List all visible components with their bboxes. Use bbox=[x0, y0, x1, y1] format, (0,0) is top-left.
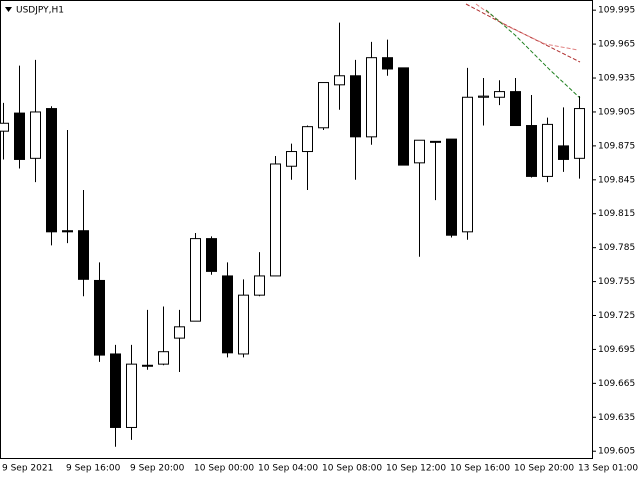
indicator-lines bbox=[465, 3, 581, 99]
y-tick-label: 109.755 bbox=[598, 277, 635, 287]
candle-body bbox=[94, 279, 105, 356]
candle-body bbox=[558, 145, 569, 160]
candle-body bbox=[478, 95, 489, 98]
candle-body bbox=[270, 163, 281, 277]
candle-body bbox=[174, 326, 185, 339]
candle-body bbox=[510, 91, 521, 127]
candle-body bbox=[0, 122, 9, 132]
x-tick-label: 9 Sep 16:00 bbox=[66, 464, 121, 474]
candle-body bbox=[350, 75, 361, 138]
y-tick-label: 109.845 bbox=[598, 175, 635, 185]
candle-body bbox=[126, 363, 137, 428]
candle-body bbox=[142, 364, 153, 367]
candle-body bbox=[494, 91, 505, 98]
x-tick-label: 10 Sep 00:00 bbox=[194, 464, 254, 474]
y-tick-label: 109.965 bbox=[598, 40, 635, 50]
y-tick-label: 109.665 bbox=[598, 379, 635, 389]
y-tick-label: 109.815 bbox=[598, 209, 635, 219]
candle-body bbox=[206, 238, 217, 272]
candle-body bbox=[526, 125, 537, 177]
menu-triangle bbox=[5, 7, 12, 12]
candle-body bbox=[78, 230, 89, 280]
candle-body bbox=[14, 112, 25, 160]
y-tick-label: 109.995 bbox=[598, 6, 635, 16]
candle-body bbox=[318, 82, 329, 129]
candle-body bbox=[430, 140, 441, 143]
y-tick-label: 109.635 bbox=[598, 413, 635, 423]
indicator-line bbox=[465, 3, 581, 63]
candle-body bbox=[446, 138, 457, 236]
x-tick-label: 13 Sep 01:00 bbox=[578, 464, 638, 474]
x-tick-label: 9 Sep 2021 bbox=[2, 464, 53, 474]
y-tick-label: 109.785 bbox=[598, 243, 635, 253]
candle-body bbox=[238, 294, 249, 355]
x-tick-label: 10 Sep 04:00 bbox=[258, 464, 318, 474]
x-tick-label: 10 Sep 12:00 bbox=[386, 464, 446, 474]
y-tick-label: 109.935 bbox=[598, 74, 635, 84]
x-tick-label: 10 Sep 20:00 bbox=[514, 464, 574, 474]
candle-body bbox=[366, 57, 377, 138]
candle-body bbox=[46, 108, 57, 233]
candle-body bbox=[462, 96, 473, 233]
x-tick-label: 10 Sep 16:00 bbox=[450, 464, 510, 474]
candle-body bbox=[542, 123, 553, 177]
y-tick-label: 109.725 bbox=[598, 311, 635, 321]
y-tick-label: 109.905 bbox=[598, 107, 635, 117]
y-tick-label: 109.605 bbox=[598, 447, 635, 457]
candle-body bbox=[30, 111, 41, 159]
candle-body bbox=[574, 108, 585, 159]
candle-body bbox=[190, 238, 201, 322]
y-tick-label: 109.875 bbox=[598, 141, 635, 151]
candle-body bbox=[398, 67, 409, 166]
candle-body bbox=[254, 275, 265, 296]
indicator-line bbox=[475, 3, 579, 51]
candle-body bbox=[62, 230, 73, 233]
candle-body bbox=[222, 275, 233, 354]
plot-frame bbox=[0, 0, 593, 459]
candle-body bbox=[334, 75, 345, 86]
indicator-line bbox=[485, 9, 581, 99]
x-tick-label: 9 Sep 20:00 bbox=[130, 464, 185, 474]
candle-body bbox=[158, 351, 169, 365]
chart-title: USDJPY,H1 bbox=[16, 6, 64, 16]
x-tick-label: 10 Sep 08:00 bbox=[322, 464, 382, 474]
candle-body bbox=[382, 57, 393, 70]
candle-body bbox=[302, 126, 313, 153]
candle-body bbox=[414, 139, 425, 164]
candle-body bbox=[286, 151, 297, 167]
y-tick-label: 109.695 bbox=[598, 345, 635, 355]
candle-body bbox=[110, 353, 121, 428]
